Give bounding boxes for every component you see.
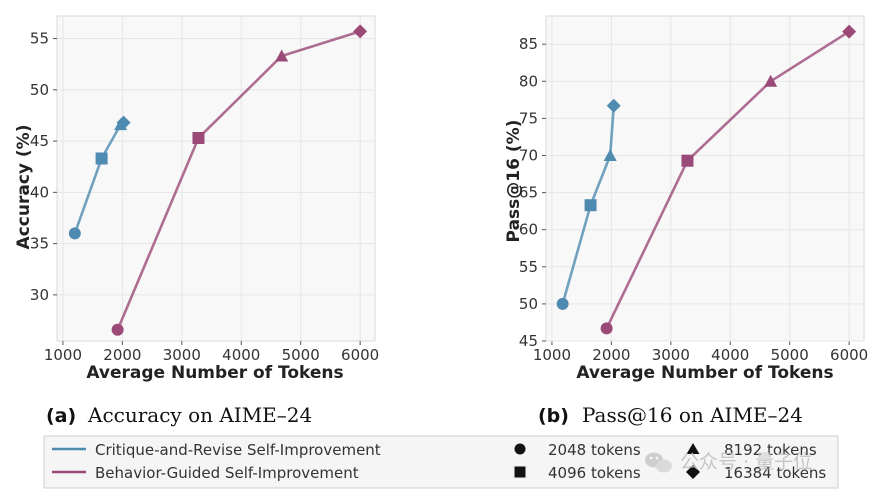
panel-b-x-tick-label: 6000: [830, 346, 868, 364]
panel-a-series-line-behavior: [116, 30, 361, 331]
panel-b-point-behavior-square: [681, 154, 694, 167]
panel-b-series-line-behavior: [605, 30, 850, 329]
panel-b-point-critique-triangle: [603, 148, 617, 161]
legend-triangle-marker-icon: [686, 443, 700, 454]
panel-a-point-critique-diamond: [116, 115, 131, 130]
panel-b-x-tick-label: 4000: [711, 346, 749, 364]
legend-label-2048: 2048 tokens: [548, 441, 641, 459]
panel-b-y-tick-label: 60: [519, 221, 538, 239]
panel-b-point-behavior-diamond: [842, 24, 857, 39]
panel-b-point-critique-square: [584, 199, 597, 212]
panel-a-caption-tag: (a): [46, 405, 76, 427]
panel-a-point-behavior-diamond: [353, 24, 368, 39]
panel-b-series-line-critique: [561, 105, 616, 305]
panel-a-x-tick-label: 1000: [44, 346, 82, 364]
panel-a-plot-area: [56, 15, 376, 342]
panel-b-ylabel: Pass@16 (%): [504, 120, 524, 243]
panel-a-point-critique-circle: [68, 227, 81, 240]
panel-b-y-tick-label: 55: [519, 258, 538, 276]
panel-b-y-tick-label: 45: [519, 332, 538, 350]
panel-a-x-tick-label: 2000: [103, 346, 141, 364]
panel-b-point-critique-diamond: [606, 98, 621, 113]
panel-b-x-tick-label: 3000: [652, 346, 690, 364]
panel-a-point-behavior-circle: [111, 323, 124, 336]
panel-b-x-tick-label: 5000: [771, 346, 809, 364]
panel-b-y-tick-label: 80: [519, 72, 538, 90]
panel-a-x-tick-label: 4000: [222, 346, 260, 364]
panel-a-x-tick-label: 6000: [341, 346, 379, 364]
panel-b-y-tick-label: 65: [519, 184, 538, 202]
panel-b-point-critique-circle: [556, 297, 569, 310]
panel-a-y-tick-label: 55: [30, 30, 49, 48]
legend-label-8192: 8192 tokens: [724, 441, 817, 459]
panel-a-xlabel: Average Number of Tokens: [86, 363, 343, 383]
legend-label-4096: 4096 tokens: [548, 464, 641, 482]
legend-label-critique: Critique-and-Revise Self-Improvement: [95, 441, 381, 459]
panel-b-point-behavior-triangle: [764, 74, 778, 87]
panel-b-caption: Pass@16 on AIME–24: [582, 403, 803, 427]
legend-label-16384: 16384 tokens: [724, 464, 826, 482]
panel-a-y-tick-label: 45: [30, 132, 49, 150]
panel-a-y-tick-label: 40: [30, 183, 49, 201]
panel-a-caption: Accuracy on AIME–24: [87, 403, 312, 427]
panel-b-point-behavior-circle: [600, 322, 613, 335]
panel-a-y-tick-label: 50: [30, 81, 49, 99]
legend-square-marker-icon: [514, 466, 526, 478]
panel-b-pass16: 1000 2000 3000 4000 5000 6000 45 50 55 60 65 70 75 80…: [519, 15, 868, 364]
panel-a-x-tick-label: 3000: [163, 346, 201, 364]
panel-a-y-tick-label: 35: [30, 235, 49, 253]
panel-b-y-tick-label: 70: [519, 146, 538, 164]
panel-a-x-tick-label: 5000: [282, 346, 320, 364]
panel-b-caption-tag: (b): [538, 405, 569, 427]
panel-b-x-tick-label: 1000: [533, 346, 571, 364]
panel-b-xlabel: Average Number of Tokens: [576, 363, 833, 383]
legend-diamond-marker-icon: [686, 465, 700, 479]
panel-a-point-behavior-square: [192, 132, 205, 145]
watermark-text: 公众号 · 量子位: [680, 451, 812, 473]
legend-frame: [43, 435, 839, 489]
panel-a-ylabel: Accuracy (%): [14, 125, 34, 250]
watermark: 公众号 · 量子位: [645, 451, 812, 473]
panel-a-point-critique-square: [95, 152, 108, 165]
panel-b-y-tick-label: 85: [519, 35, 538, 53]
panel-b-y-tick-label: 50: [519, 295, 538, 313]
panel-b-y-tick-label: 75: [519, 109, 538, 127]
legend: Critique-and-Revise Self-Improvement Beh…: [43, 435, 839, 489]
panel-a-point-behavior-triangle: [275, 49, 289, 62]
legend-circle-marker-icon: [514, 443, 526, 455]
panel-b-plot-area: [545, 15, 865, 342]
panel-a-y-tick-label: 30: [30, 286, 49, 304]
wechat-icon: [645, 452, 672, 473]
panel-b-x-tick-label: 2000: [592, 346, 630, 364]
legend-label-behavior: Behavior-Guided Self-Improvement: [95, 464, 359, 482]
panel-a-accuracy: 1000 2000 3000 4000 5000 6000 30 35 40 45 50 55: [30, 15, 379, 364]
